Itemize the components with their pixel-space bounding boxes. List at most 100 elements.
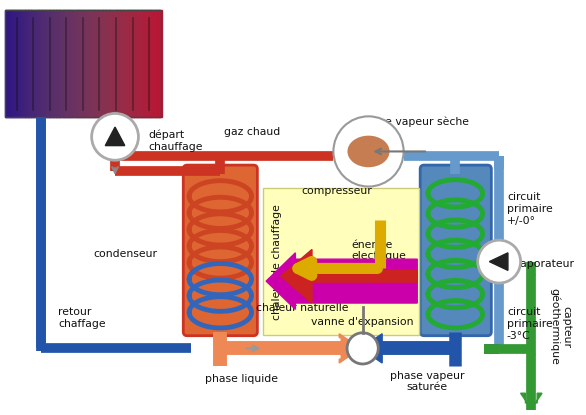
Bar: [50, 10, 53, 117]
Bar: [44, 10, 46, 117]
FancyBboxPatch shape: [420, 165, 491, 336]
Bar: [144, 10, 146, 117]
Bar: [77, 10, 79, 117]
Bar: [67, 10, 70, 117]
Bar: [80, 10, 82, 117]
Bar: [94, 10, 96, 117]
Bar: [131, 10, 134, 117]
Ellipse shape: [347, 136, 390, 167]
Bar: [81, 10, 84, 117]
Bar: [75, 10, 77, 117]
Bar: [42, 10, 45, 117]
Bar: [158, 10, 161, 117]
Bar: [52, 10, 54, 117]
Bar: [153, 10, 156, 117]
Bar: [72, 10, 74, 117]
Bar: [148, 10, 151, 117]
Bar: [133, 10, 135, 117]
Text: phase vapeur
saturée: phase vapeur saturée: [390, 371, 464, 393]
Text: condenseur: condenseur: [94, 249, 158, 259]
Bar: [108, 10, 110, 117]
Bar: [23, 10, 26, 117]
Text: vanne d'expansion: vanne d'expansion: [311, 317, 414, 327]
Bar: [63, 10, 65, 117]
Text: gaz chaud: gaz chaud: [224, 127, 281, 137]
Bar: [142, 10, 145, 117]
Bar: [14, 10, 17, 117]
Bar: [120, 10, 123, 117]
Bar: [87, 10, 90, 117]
Bar: [124, 10, 126, 117]
Text: circuit
primaire
-3°C: circuit primaire -3°C: [507, 308, 553, 341]
Bar: [111, 10, 114, 117]
Text: départ
chauffage: départ chauffage: [148, 130, 203, 152]
Bar: [47, 10, 50, 117]
Bar: [59, 10, 62, 117]
Polygon shape: [489, 253, 508, 271]
Bar: [106, 10, 109, 117]
Bar: [84, 10, 87, 117]
Bar: [33, 10, 36, 117]
Bar: [92, 10, 95, 117]
Bar: [97, 10, 100, 117]
Bar: [119, 10, 121, 117]
Bar: [21, 10, 23, 117]
Circle shape: [478, 240, 520, 283]
Bar: [89, 10, 91, 117]
Bar: [83, 10, 86, 117]
Bar: [53, 10, 56, 117]
Bar: [61, 10, 63, 117]
Bar: [5, 10, 161, 117]
Bar: [91, 10, 93, 117]
Bar: [86, 10, 88, 117]
FancyArrow shape: [339, 334, 361, 363]
Text: compresseur: compresseur: [301, 186, 372, 195]
Text: phase liquide: phase liquide: [205, 374, 278, 384]
Bar: [139, 10, 142, 117]
Bar: [41, 10, 43, 117]
Bar: [113, 10, 115, 117]
Bar: [263, 188, 419, 335]
Polygon shape: [105, 127, 125, 146]
Bar: [18, 10, 20, 117]
Bar: [130, 10, 132, 117]
Bar: [56, 10, 59, 117]
Bar: [9, 10, 12, 117]
Bar: [30, 10, 32, 117]
Bar: [11, 10, 13, 117]
Bar: [54, 10, 57, 117]
Bar: [134, 10, 137, 117]
Bar: [66, 10, 68, 117]
Bar: [39, 10, 42, 117]
Bar: [78, 10, 81, 117]
FancyArrow shape: [281, 249, 417, 303]
Text: énergie
electrique: énergie electrique: [351, 239, 406, 261]
Bar: [70, 10, 73, 117]
Bar: [28, 10, 31, 117]
Bar: [19, 10, 22, 117]
Bar: [13, 10, 15, 117]
Text: chaleur de chauffage: chaleur de chauffage: [272, 204, 282, 320]
FancyBboxPatch shape: [183, 165, 257, 336]
Bar: [27, 10, 29, 117]
Circle shape: [347, 333, 378, 364]
Bar: [36, 10, 39, 117]
Text: évaporateur: évaporateur: [507, 258, 574, 269]
Bar: [110, 10, 112, 117]
Bar: [25, 10, 28, 117]
Bar: [145, 10, 148, 117]
Bar: [156, 10, 159, 117]
Bar: [159, 10, 162, 117]
Text: retour
chaffage: retour chaffage: [59, 308, 106, 329]
Bar: [103, 10, 105, 117]
Text: phase vapeur sèche: phase vapeur sèche: [359, 117, 469, 127]
Bar: [101, 10, 104, 117]
Bar: [49, 10, 51, 117]
Bar: [141, 10, 143, 117]
Bar: [38, 10, 40, 117]
Text: capteur
géothermique: capteur géothermique: [550, 288, 572, 365]
Text: circuit
primaire
+/-0°: circuit primaire +/-0°: [507, 193, 553, 226]
Bar: [32, 10, 34, 117]
Bar: [64, 10, 67, 117]
Bar: [96, 10, 98, 117]
